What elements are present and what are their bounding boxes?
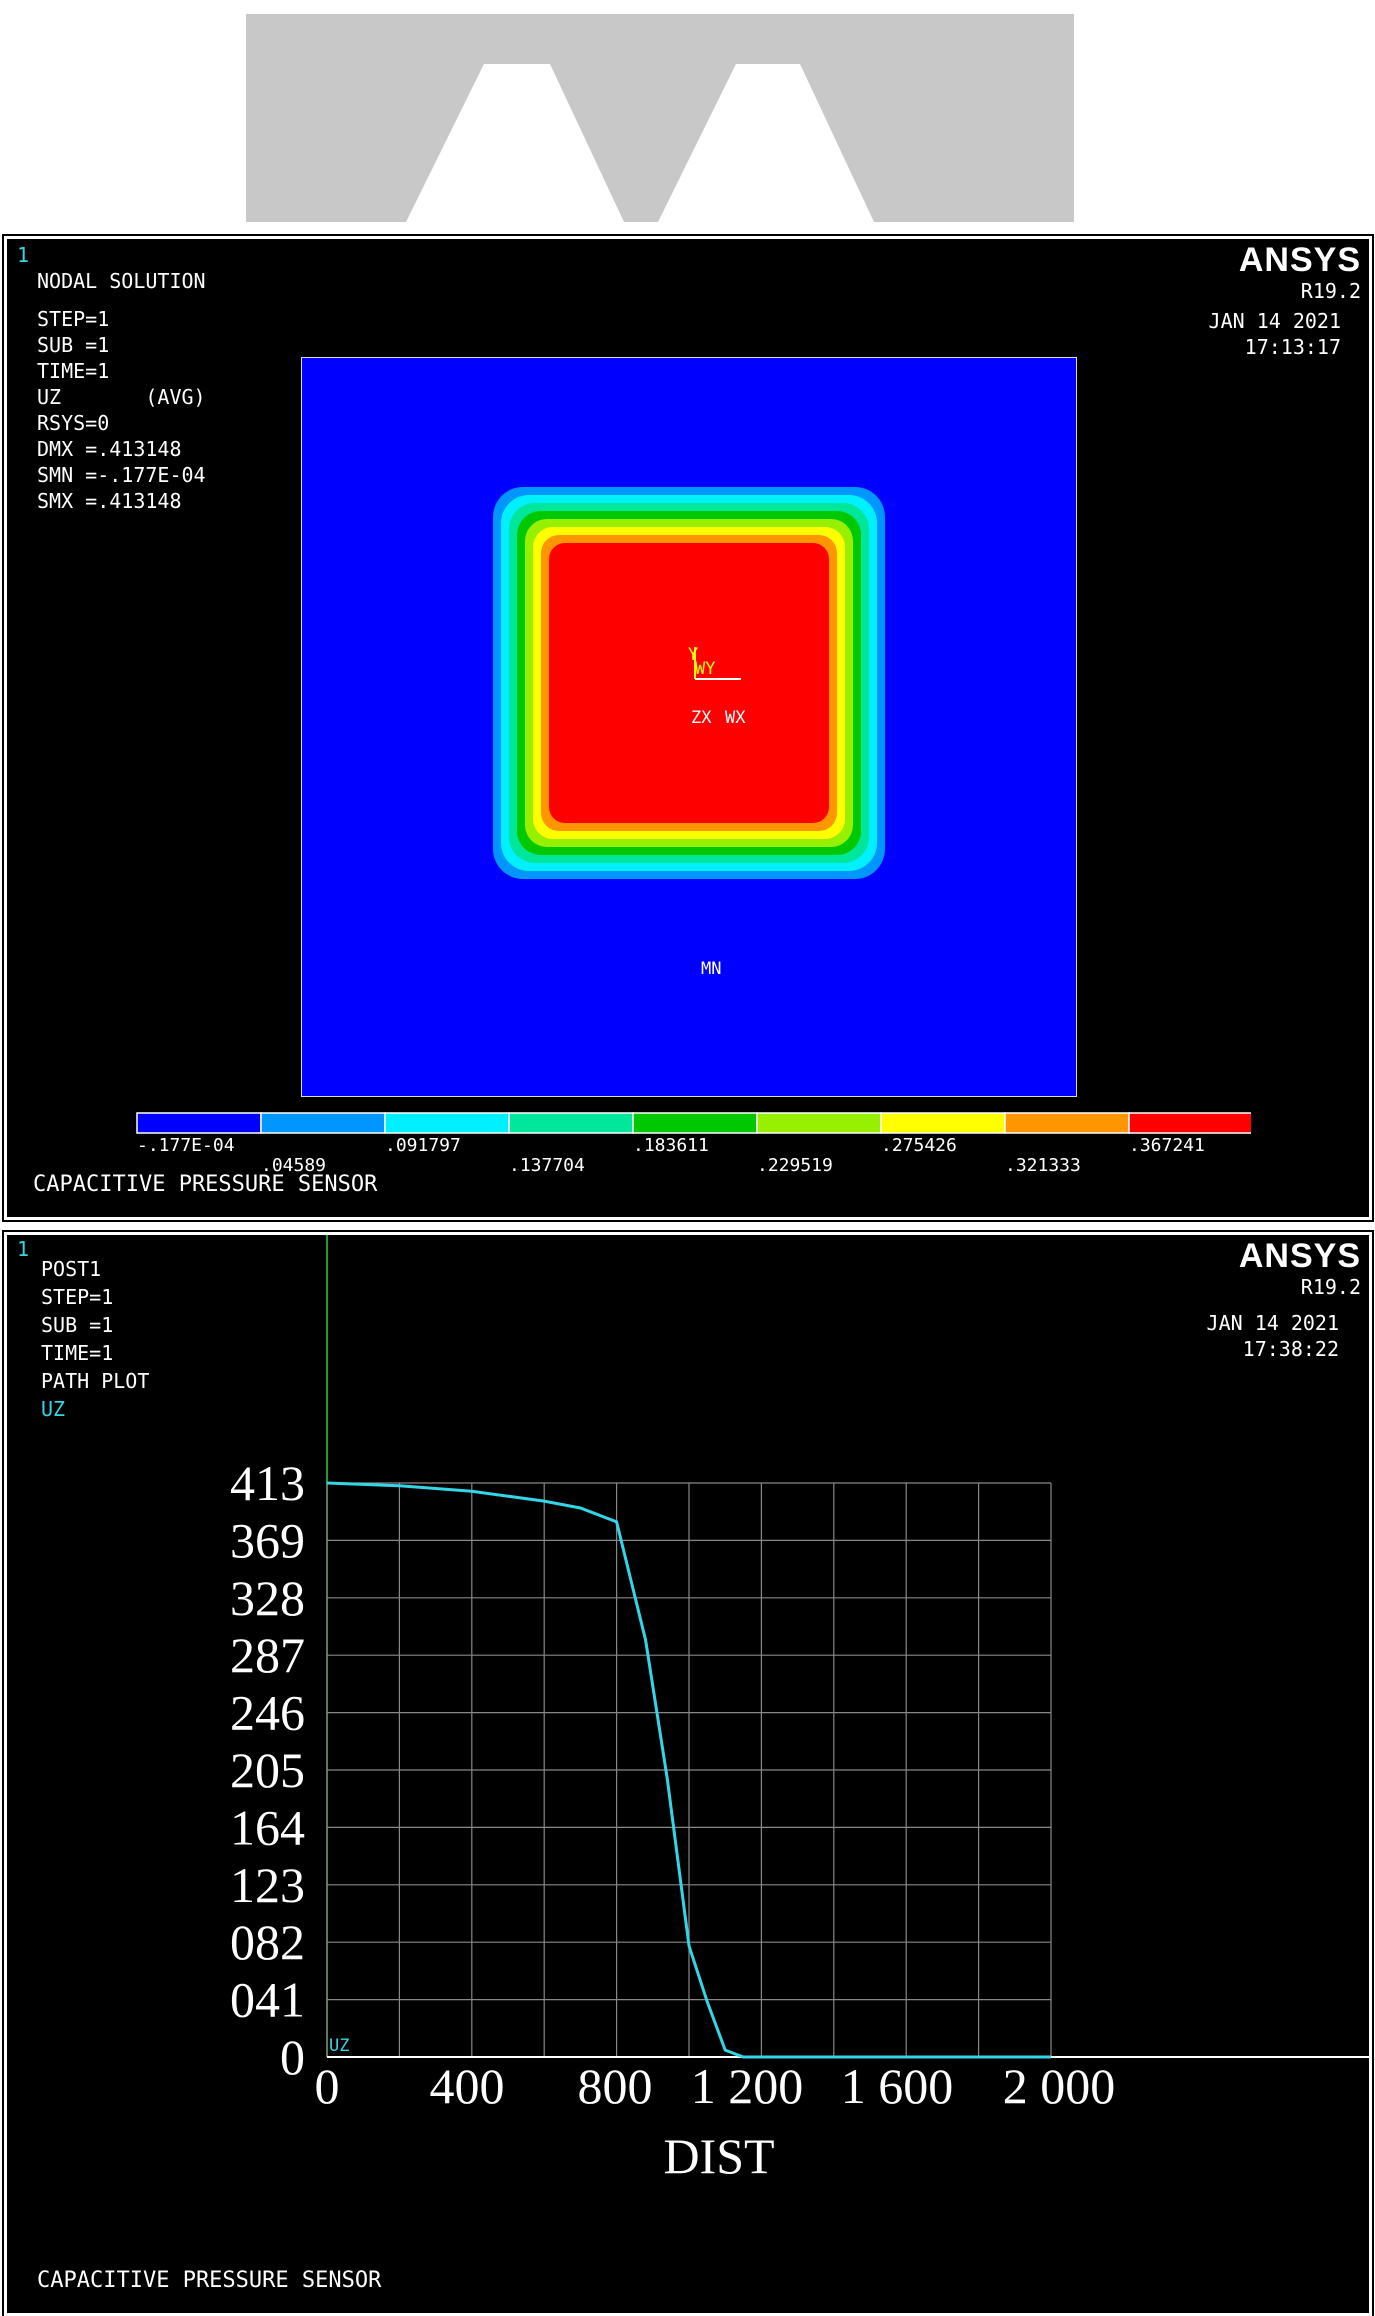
legend-label: .229519 <box>757 1155 833 1176</box>
y-tick-label: 287 <box>230 1627 305 1683</box>
path-plot-panel: 0 041 082 123 164 205 246 287 328 369 413 0 400 800 1… <box>2 1230 1374 2316</box>
min-marker: MN <box>701 959 721 979</box>
release-label: R19.2 <box>1300 279 1361 303</box>
legend-cell <box>508 1112 634 1134</box>
x-tick-label: 0 <box>315 2058 340 2114</box>
info-line: STEP=1 <box>37 307 110 331</box>
y-tick-label: 123 <box>230 1857 305 1913</box>
info-line: SMN =-.177E-04 <box>37 463 206 487</box>
legend-cell <box>384 1112 510 1134</box>
plot-footer: CAPACITIVE PRESSURE SENSOR <box>37 2268 382 2293</box>
plot-footer: CAPACITIVE PRESSURE SENSOR <box>33 1172 378 1197</box>
contour-band-8 <box>549 543 829 823</box>
legend-label: .091797 <box>385 1135 461 1156</box>
plot-heading: NODAL SOLUTION <box>37 269 206 293</box>
y-tick-label: 0 <box>280 2029 305 2085</box>
triad-wy: WY <box>695 659 715 679</box>
uz-contour-plot: Y WY ZX WX MN <box>301 357 1077 1097</box>
plot-date: JAN 14 2021 <box>1208 309 1341 333</box>
legend-cell <box>1128 1112 1251 1134</box>
y-tick-label: 164 <box>230 1799 305 1855</box>
x-tick-label: 2 000 <box>1003 2058 1116 2114</box>
info-line: SUB =1 <box>41 1313 114 1337</box>
x-tick-label: 1 200 <box>691 2058 804 2114</box>
window-number: 1 <box>17 1237 30 1261</box>
legend-label: .183611 <box>633 1135 709 1156</box>
release-label: R19.2 <box>1300 1275 1361 1299</box>
y-tick-label: 369 <box>230 1512 305 1568</box>
legend-cell <box>1004 1112 1130 1134</box>
plotted-variable: UZ <box>41 1397 66 1421</box>
x-tick-labels: 0 400 800 1 200 1 600 2 000 <box>315 2058 1116 2114</box>
y-tick-label: 328 <box>230 1570 305 1626</box>
info-line: SMX =.413148 <box>37 489 182 513</box>
plot-date: JAN 14 2021 <box>1206 1311 1339 1335</box>
cross-section-profile <box>246 14 1074 222</box>
legend-cell <box>136 1112 262 1134</box>
info-line: SUB =1 <box>37 333 110 357</box>
uz-path-curve <box>326 1481 1051 2059</box>
curve-label: UZ <box>329 2036 349 2056</box>
info-line: UZ (AVG) <box>37 385 206 409</box>
x-axis-label: DIST <box>663 2128 774 2184</box>
legend-cells <box>136 1112 1251 1134</box>
y-tick-label: 205 <box>230 1742 305 1798</box>
contour-bands <box>493 487 885 879</box>
x-tick-label: 1 600 <box>841 2058 954 2114</box>
triad-wx: WX <box>725 708 746 728</box>
info-line: TIME=1 <box>41 1341 114 1365</box>
window-number: 1 <box>17 243 30 267</box>
legend-label: .321333 <box>1005 1155 1081 1176</box>
nodal-solution-panel: 1 NODAL SOLUTION STEP=1 SUB =1 TIME=1 UZ… <box>2 234 1374 1222</box>
plot-time: 17:38:22 <box>1242 1337 1339 1361</box>
triad-y: Y <box>688 645 698 665</box>
y-tick-label: 246 <box>230 1685 305 1741</box>
color-legend: -.177E-04 .04589 .091797 .137704 .183611 .229… <box>136 1112 1251 1176</box>
info-line: STEP=1 <box>41 1285 114 1309</box>
legend-label: .275426 <box>881 1135 957 1156</box>
profile-shape <box>246 14 1074 222</box>
legend-labels: -.177E-04 .04589 .091797 .137704 .183611 .229… <box>137 1135 1205 1176</box>
legend-label: -.177E-04 <box>137 1135 235 1156</box>
legend-label: .04589 <box>261 1155 326 1176</box>
y-tick-label: 082 <box>230 1914 305 1970</box>
info-line: DMX =.413148 <box>37 437 182 461</box>
ansys-logo: ANSYS <box>1238 241 1361 279</box>
info-line: RSYS=0 <box>37 411 110 435</box>
legend-label: .367241 <box>1129 1135 1205 1156</box>
info-line: TIME=1 <box>37 359 110 383</box>
legend-cell <box>632 1112 758 1134</box>
y-tick-label: 413 <box>230 1455 305 1511</box>
x-tick-label: 800 <box>578 2058 653 2114</box>
ansys-logo: ANSYS <box>1238 1237 1361 1275</box>
chart-grid <box>326 1482 1052 2058</box>
y-tick-label: 041 <box>230 1972 305 2028</box>
legend-label: .137704 <box>509 1155 585 1176</box>
legend-cell <box>756 1112 882 1134</box>
x-tick-label: 400 <box>430 2058 505 2114</box>
info-line: PATH PLOT <box>41 1369 150 1393</box>
plot-heading: POST1 <box>41 1257 102 1281</box>
plot-time: 17:13:17 <box>1244 335 1341 359</box>
coordinate-triad: Y WY ZX WX <box>688 645 746 728</box>
triad-zx: ZX <box>691 708 712 728</box>
legend-cell <box>880 1112 1006 1134</box>
legend-cell <box>260 1112 386 1134</box>
